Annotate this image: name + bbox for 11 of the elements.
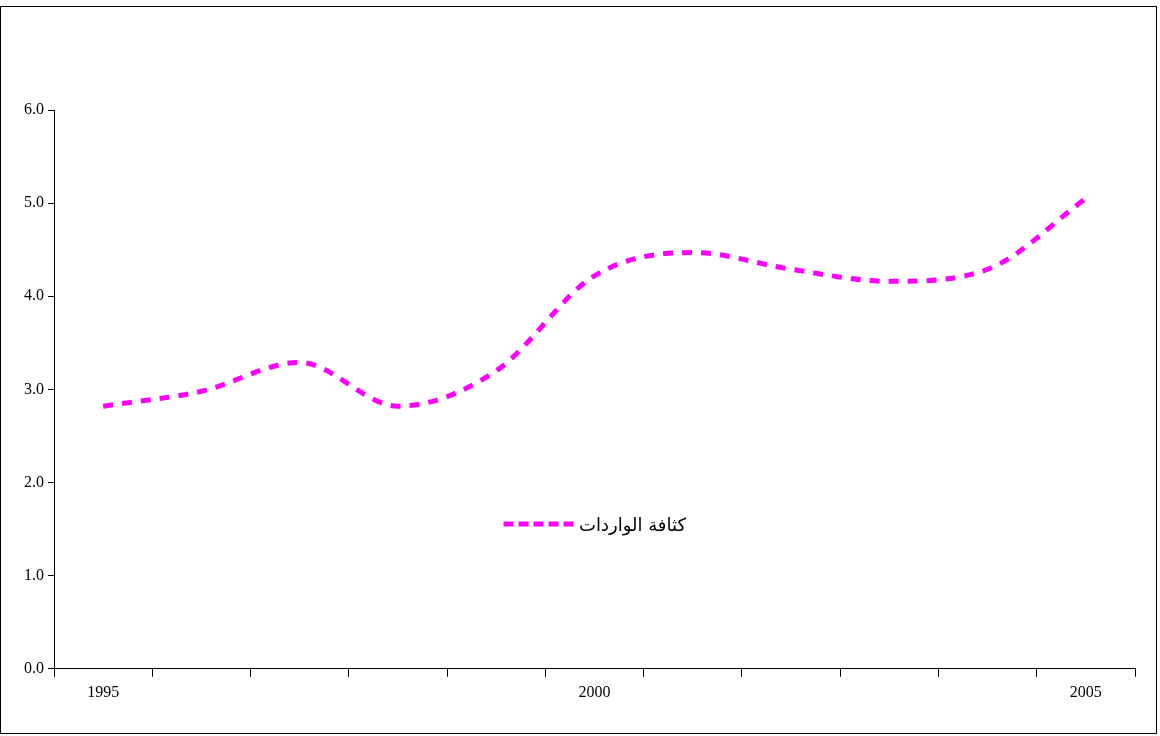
y-tick-label: 4.0 (24, 286, 44, 304)
y-tick-label: 3.0 (24, 379, 44, 397)
x-tick-label: 1995 (87, 682, 120, 700)
y-tick-label: 5.0 (24, 193, 44, 211)
y-tick-label: 2.0 (24, 472, 44, 490)
y-tick-label: 1.0 (24, 565, 44, 583)
x-tick-label: 2005 (1069, 682, 1102, 700)
x-tick-label: 2000 (578, 682, 611, 700)
y-tick-label: 6.0 (24, 100, 44, 118)
legend-label: كثافة الواردات (579, 513, 686, 534)
y-tick-label: 0.0 (24, 659, 44, 676)
